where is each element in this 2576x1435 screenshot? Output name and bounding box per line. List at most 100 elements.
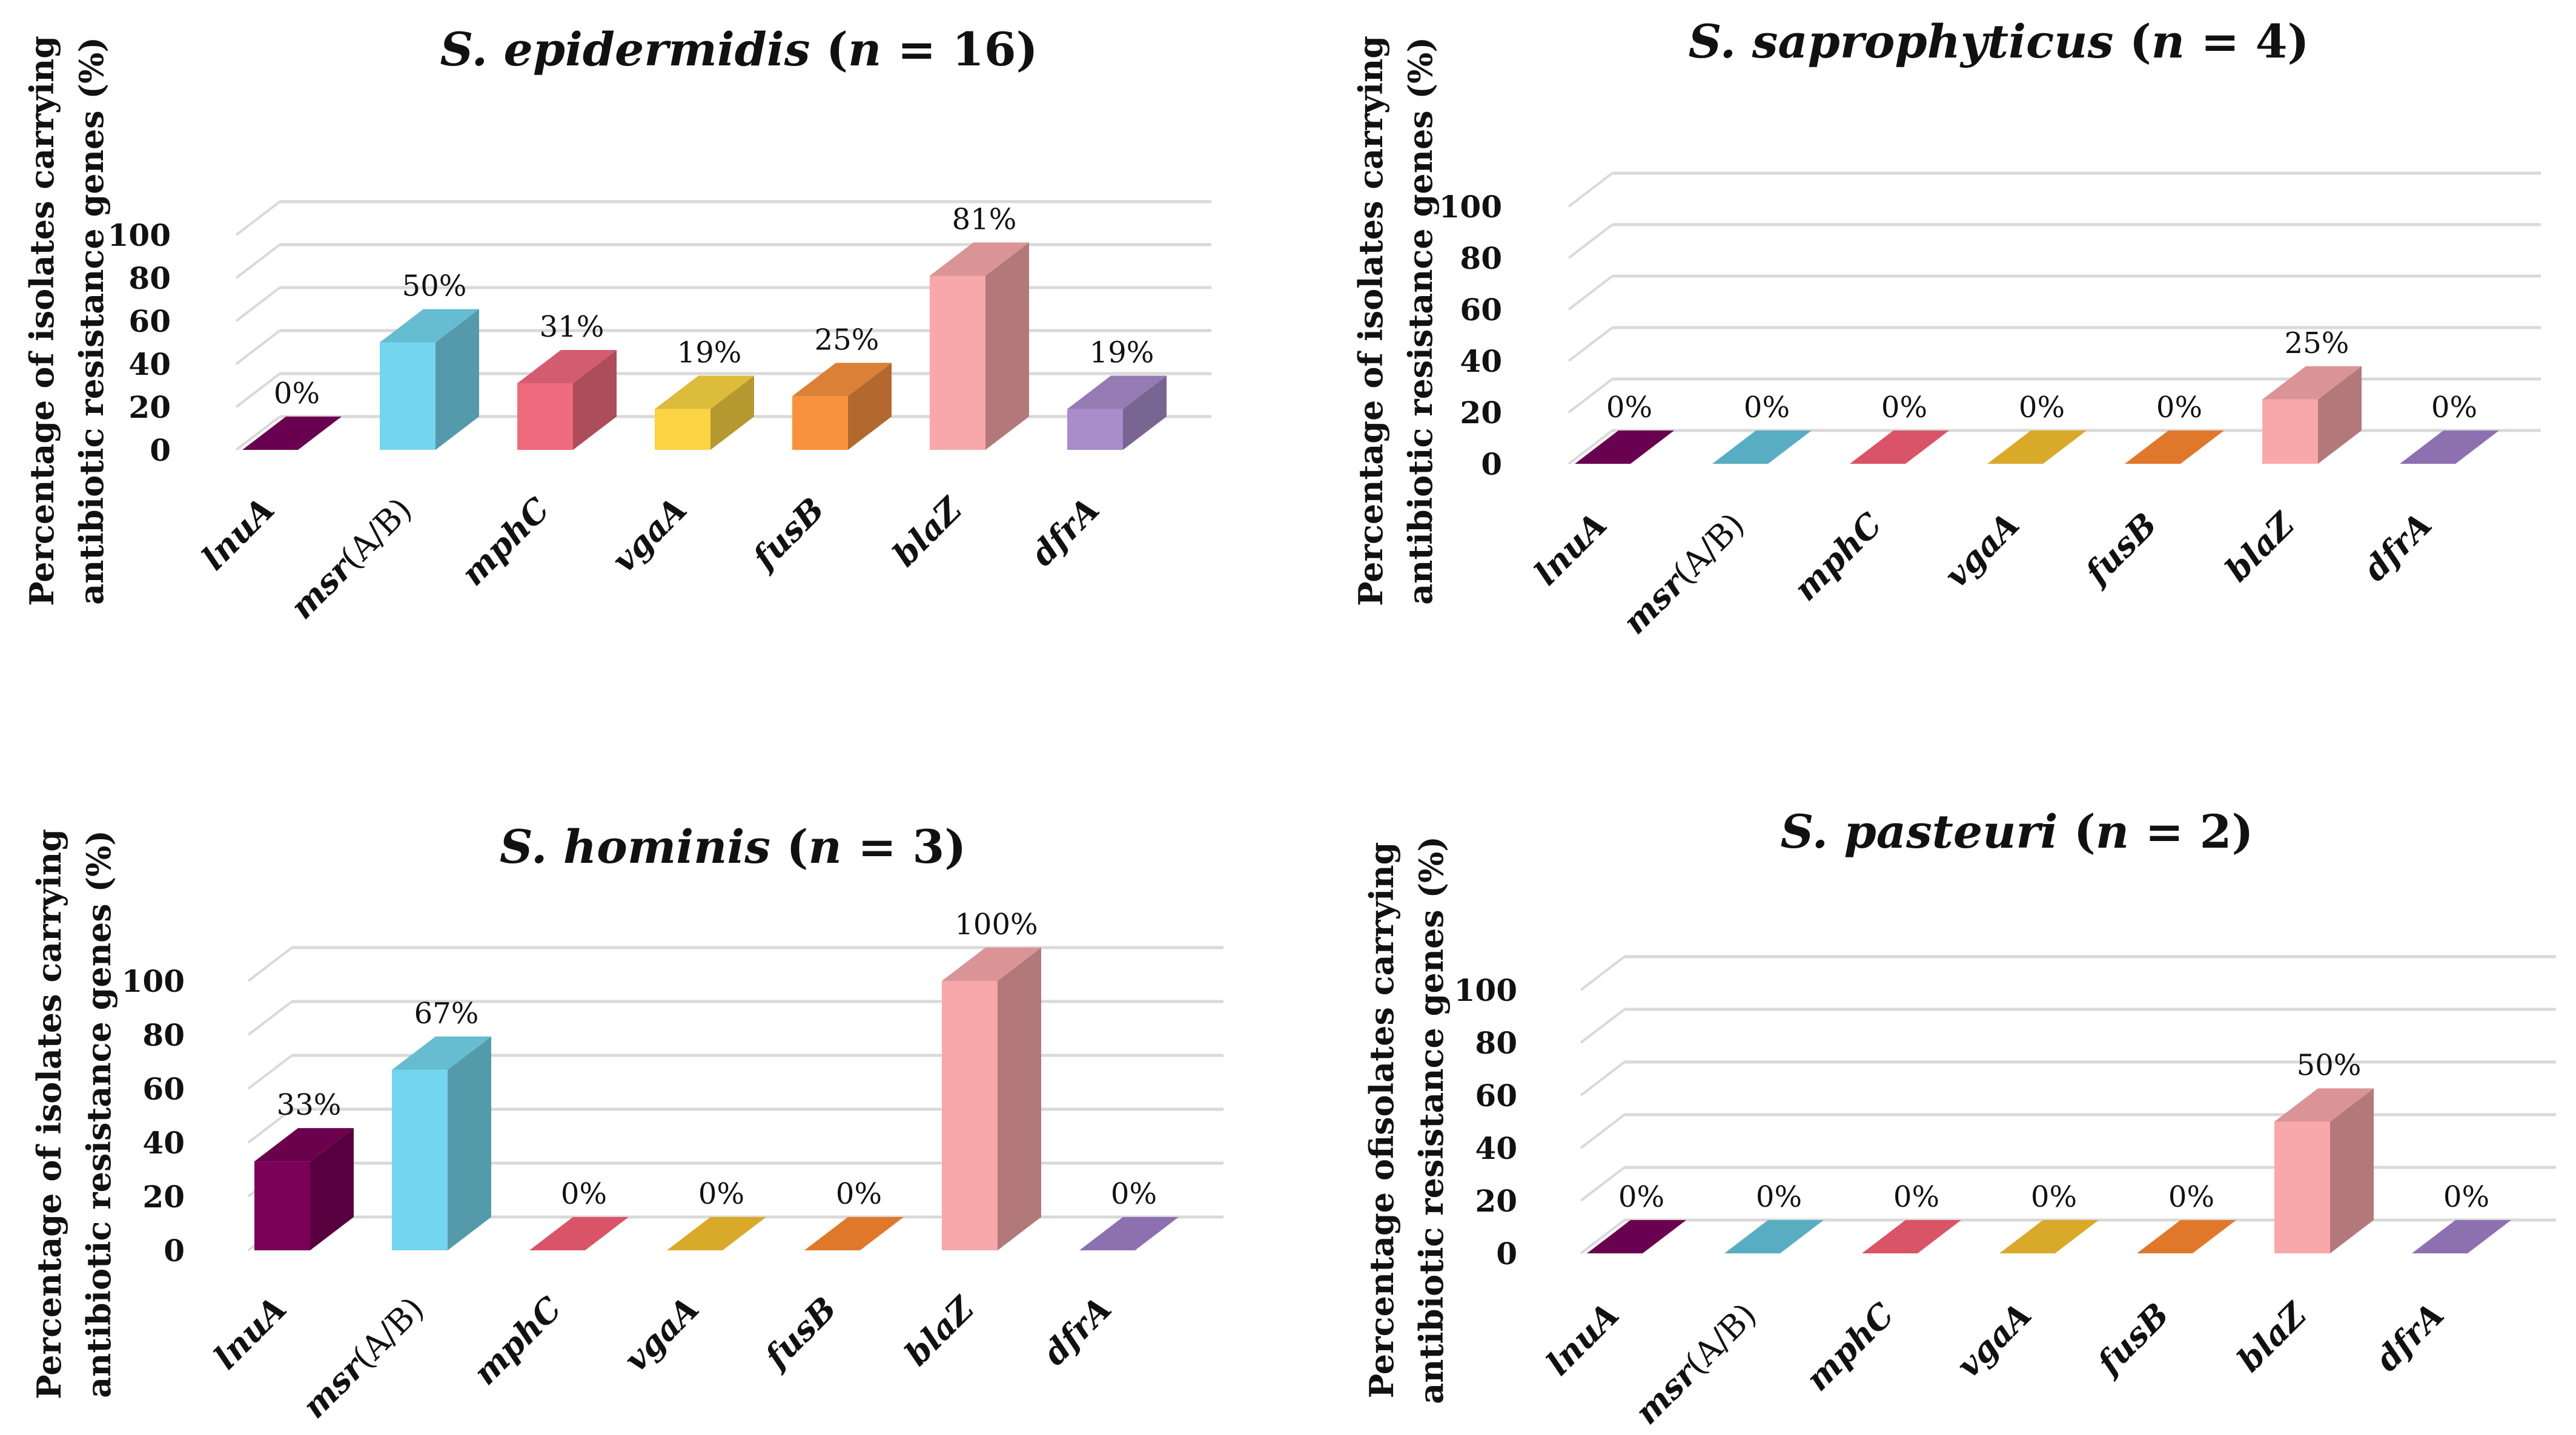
bar-fusb (792, 363, 892, 450)
gridline-connector (1580, 1061, 1626, 1097)
bar-flat (2137, 1220, 2236, 1253)
bar-top (2274, 1088, 2374, 1122)
bar-fusb (2137, 1220, 2236, 1253)
bar-msrab (1724, 1220, 1824, 1253)
y-tick-label: 0 (1481, 446, 1502, 482)
bar-blaz (2262, 366, 2362, 464)
data-label: 0% (274, 377, 320, 411)
y-tick-label: 20 (128, 389, 171, 425)
bar-lnua (254, 1128, 354, 1250)
y-axis-label-line2: antibiotic resistance genes (%) (1412, 836, 1451, 1404)
bar-front (2274, 1121, 2330, 1253)
x-tick-label: dfrA (2368, 1295, 2451, 1379)
bar-top (942, 948, 1041, 981)
title-n-symbol: n (2151, 15, 2185, 68)
x-tick-label: mphC (1786, 505, 1890, 609)
gridline-connector (247, 1000, 293, 1036)
bar-fusb (2125, 431, 2224, 464)
bar-top (2262, 366, 2362, 400)
data-label: 0% (2431, 391, 2477, 424)
y-tick-label: 100 (1454, 972, 1517, 1008)
title-n-symbol: n (848, 22, 881, 76)
bar-flat (242, 417, 342, 450)
x-tick-label: blaZ (2217, 504, 2303, 589)
data-label: 81% (952, 202, 1017, 236)
gridline-connector (1580, 1113, 1626, 1149)
y-tick-label: 0 (164, 1233, 185, 1268)
y-tick-label: 60 (1475, 1078, 1517, 1113)
data-label: 0% (1893, 1180, 1939, 1214)
data-label: 0% (1111, 1177, 1157, 1211)
x-tick-label: mphC (1798, 1295, 1902, 1399)
bar-front (655, 409, 710, 450)
y-tick-label: 80 (128, 260, 171, 296)
x-tick-label: dfrA (1023, 490, 1107, 573)
bar-side (848, 363, 892, 450)
title-n: = 3) (842, 820, 966, 874)
y-tick-label: 100 (1439, 189, 1502, 225)
x-tick-label: blaZ (897, 1288, 982, 1373)
y-axis-label: Percentage of isolates carrying antibioti… (22, 36, 111, 606)
title-open: ( (770, 820, 808, 874)
bar-flat (1587, 1220, 1686, 1253)
bar-top (517, 349, 617, 383)
data-label: 0% (561, 1177, 607, 1211)
data-label: 0% (2019, 391, 2065, 424)
data-label: 0% (2156, 391, 2202, 424)
bar-flat (529, 1217, 629, 1250)
y-axis-label-line1: Percentage of isolates carrying (30, 829, 68, 1399)
data-label: 100% (955, 908, 1038, 942)
bar-dfra (1067, 375, 1167, 450)
bar-flat (1712, 431, 1812, 464)
bar-vgaa (1987, 431, 2087, 464)
x-tick-label: fusB (755, 1289, 844, 1377)
x-tick-label: mphC (454, 490, 557, 593)
bar-flat (1575, 431, 1674, 464)
data-label: 0% (2168, 1180, 2214, 1214)
bar-lnua (1575, 431, 1674, 464)
title-species: S. saprophyticus (1689, 15, 2114, 68)
y-axis-label-line1: Percentage of isolates carrying (22, 36, 61, 606)
y-axis-label-line1: Percentage of isolates carrying (1351, 36, 1390, 606)
x-tick-label: fusB (743, 490, 832, 578)
y-tick-label: 20 (1460, 395, 1502, 431)
gridline-connector (1568, 223, 1614, 259)
data-label: 0% (1606, 391, 1652, 424)
gridline-connector (1568, 378, 1614, 414)
y-tick-label: 80 (1460, 240, 1502, 276)
bar-side (998, 948, 1041, 1250)
bar-mphc (1862, 1220, 1961, 1253)
y-axis-label: Percentage of isolates carrying antibioti… (30, 829, 118, 1399)
y-tick-label: 100 (108, 217, 171, 253)
bar-vgaa (1999, 1220, 2099, 1253)
bar-lnua (1587, 1220, 1686, 1253)
y-axis-label-line2: antibiotic resistance genes (%) (79, 830, 118, 1398)
y-axis-label-line2: antibiotic resistance genes (%) (1401, 37, 1440, 605)
bar-vgaa (655, 375, 754, 450)
gridline-connector (235, 372, 281, 408)
x-tick-label: fusB (2076, 505, 2164, 593)
chart-title: S. epidermidis (n = 16) (440, 22, 1038, 76)
data-label: 0% (2031, 1180, 2077, 1214)
x-tick-label: msr(A/B) (283, 490, 420, 627)
gridline-connector (1568, 275, 1614, 311)
title-n-symbol: n (808, 820, 841, 874)
bar-vgaa (667, 1217, 766, 1250)
data-label: 31% (540, 310, 604, 344)
data-label: 33% (277, 1088, 342, 1122)
y-tick-label: 60 (1460, 292, 1502, 328)
title-species: S. epidermidis (440, 22, 810, 76)
data-label: 19% (1090, 336, 1154, 370)
y-axis-label: Percentage of isolates carrying antibioti… (1351, 36, 1440, 606)
bar-front (1067, 409, 1123, 450)
bar-front (792, 396, 848, 450)
bar-front (392, 1069, 448, 1250)
y-tick-label: 0 (1496, 1236, 1517, 1272)
x-tick-label: msr(A/B) (1615, 505, 1752, 642)
gridline-connector (1568, 172, 1614, 208)
y-tick-label: 0 (150, 432, 171, 468)
bar-flat (804, 1217, 904, 1250)
bar-side (310, 1128, 354, 1250)
x-tick-label: vgaA (1937, 505, 2027, 595)
